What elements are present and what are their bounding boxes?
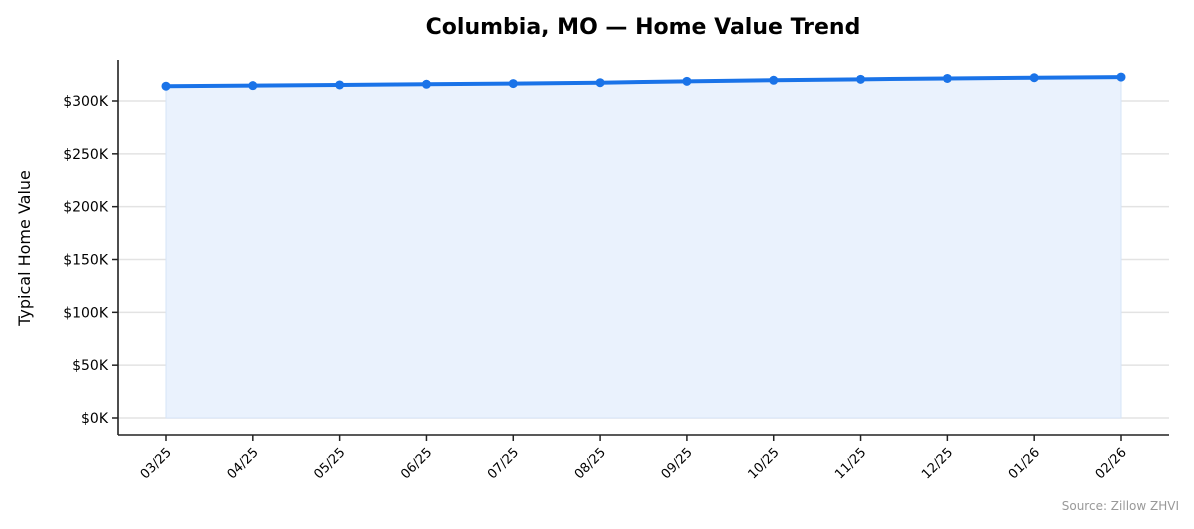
y-tick-label: $250K — [63, 147, 109, 163]
y-tick-label: $200K — [63, 200, 109, 216]
x-tick-label: 09/25 — [659, 445, 696, 482]
x-tick-label: 10/25 — [745, 445, 782, 482]
data-points — [161, 72, 1126, 91]
y-tick-label: $150K — [63, 253, 109, 269]
axes — [117, 60, 1169, 436]
y-tick-label: $100K — [63, 305, 109, 321]
area-fill — [165, 76, 1122, 419]
data-point — [1116, 72, 1126, 82]
data-point — [508, 79, 518, 89]
x-tick-label: 02/26 — [1093, 445, 1130, 482]
x-tick-label: 08/25 — [572, 445, 609, 482]
data-point — [769, 75, 779, 85]
data-point — [942, 73, 952, 83]
data-point — [595, 78, 605, 88]
data-point — [335, 80, 345, 90]
x-tick-label: 01/26 — [1006, 445, 1043, 482]
data-point — [161, 81, 171, 91]
x-tick-label: 03/25 — [138, 445, 175, 482]
x-tick-label: 12/25 — [919, 445, 956, 482]
x-tick-label: 05/25 — [311, 445, 348, 482]
chart-title: Columbia, MO — Home Value Trend — [426, 15, 861, 40]
x-axis-ticks: 03/25 04/25 05/25 06/25 07/25 08/25 09/25 10/25… — [138, 435, 1130, 482]
y-tick-label: $50K — [72, 358, 109, 374]
source-annotation: Source: Zillow ZHVI — [1062, 499, 1179, 513]
data-point — [421, 79, 431, 89]
x-tick-label: 04/25 — [225, 445, 262, 482]
x-tick-label: 07/25 — [485, 445, 522, 482]
y-axis-ticks: $0K $50K $100K $150K $200K $250K $300K — [63, 94, 118, 427]
y-axis-label: Typical Home Value — [15, 170, 34, 327]
y-tick-label: $0K — [81, 411, 109, 427]
x-tick-label: 06/25 — [398, 445, 435, 482]
x-tick-label: 11/25 — [832, 445, 869, 482]
data-point — [856, 74, 866, 84]
data-point — [682, 76, 692, 86]
data-point — [1029, 73, 1039, 83]
y-tick-label: $300K — [63, 94, 109, 110]
data-point — [248, 81, 258, 91]
data-line — [165, 75, 1122, 89]
